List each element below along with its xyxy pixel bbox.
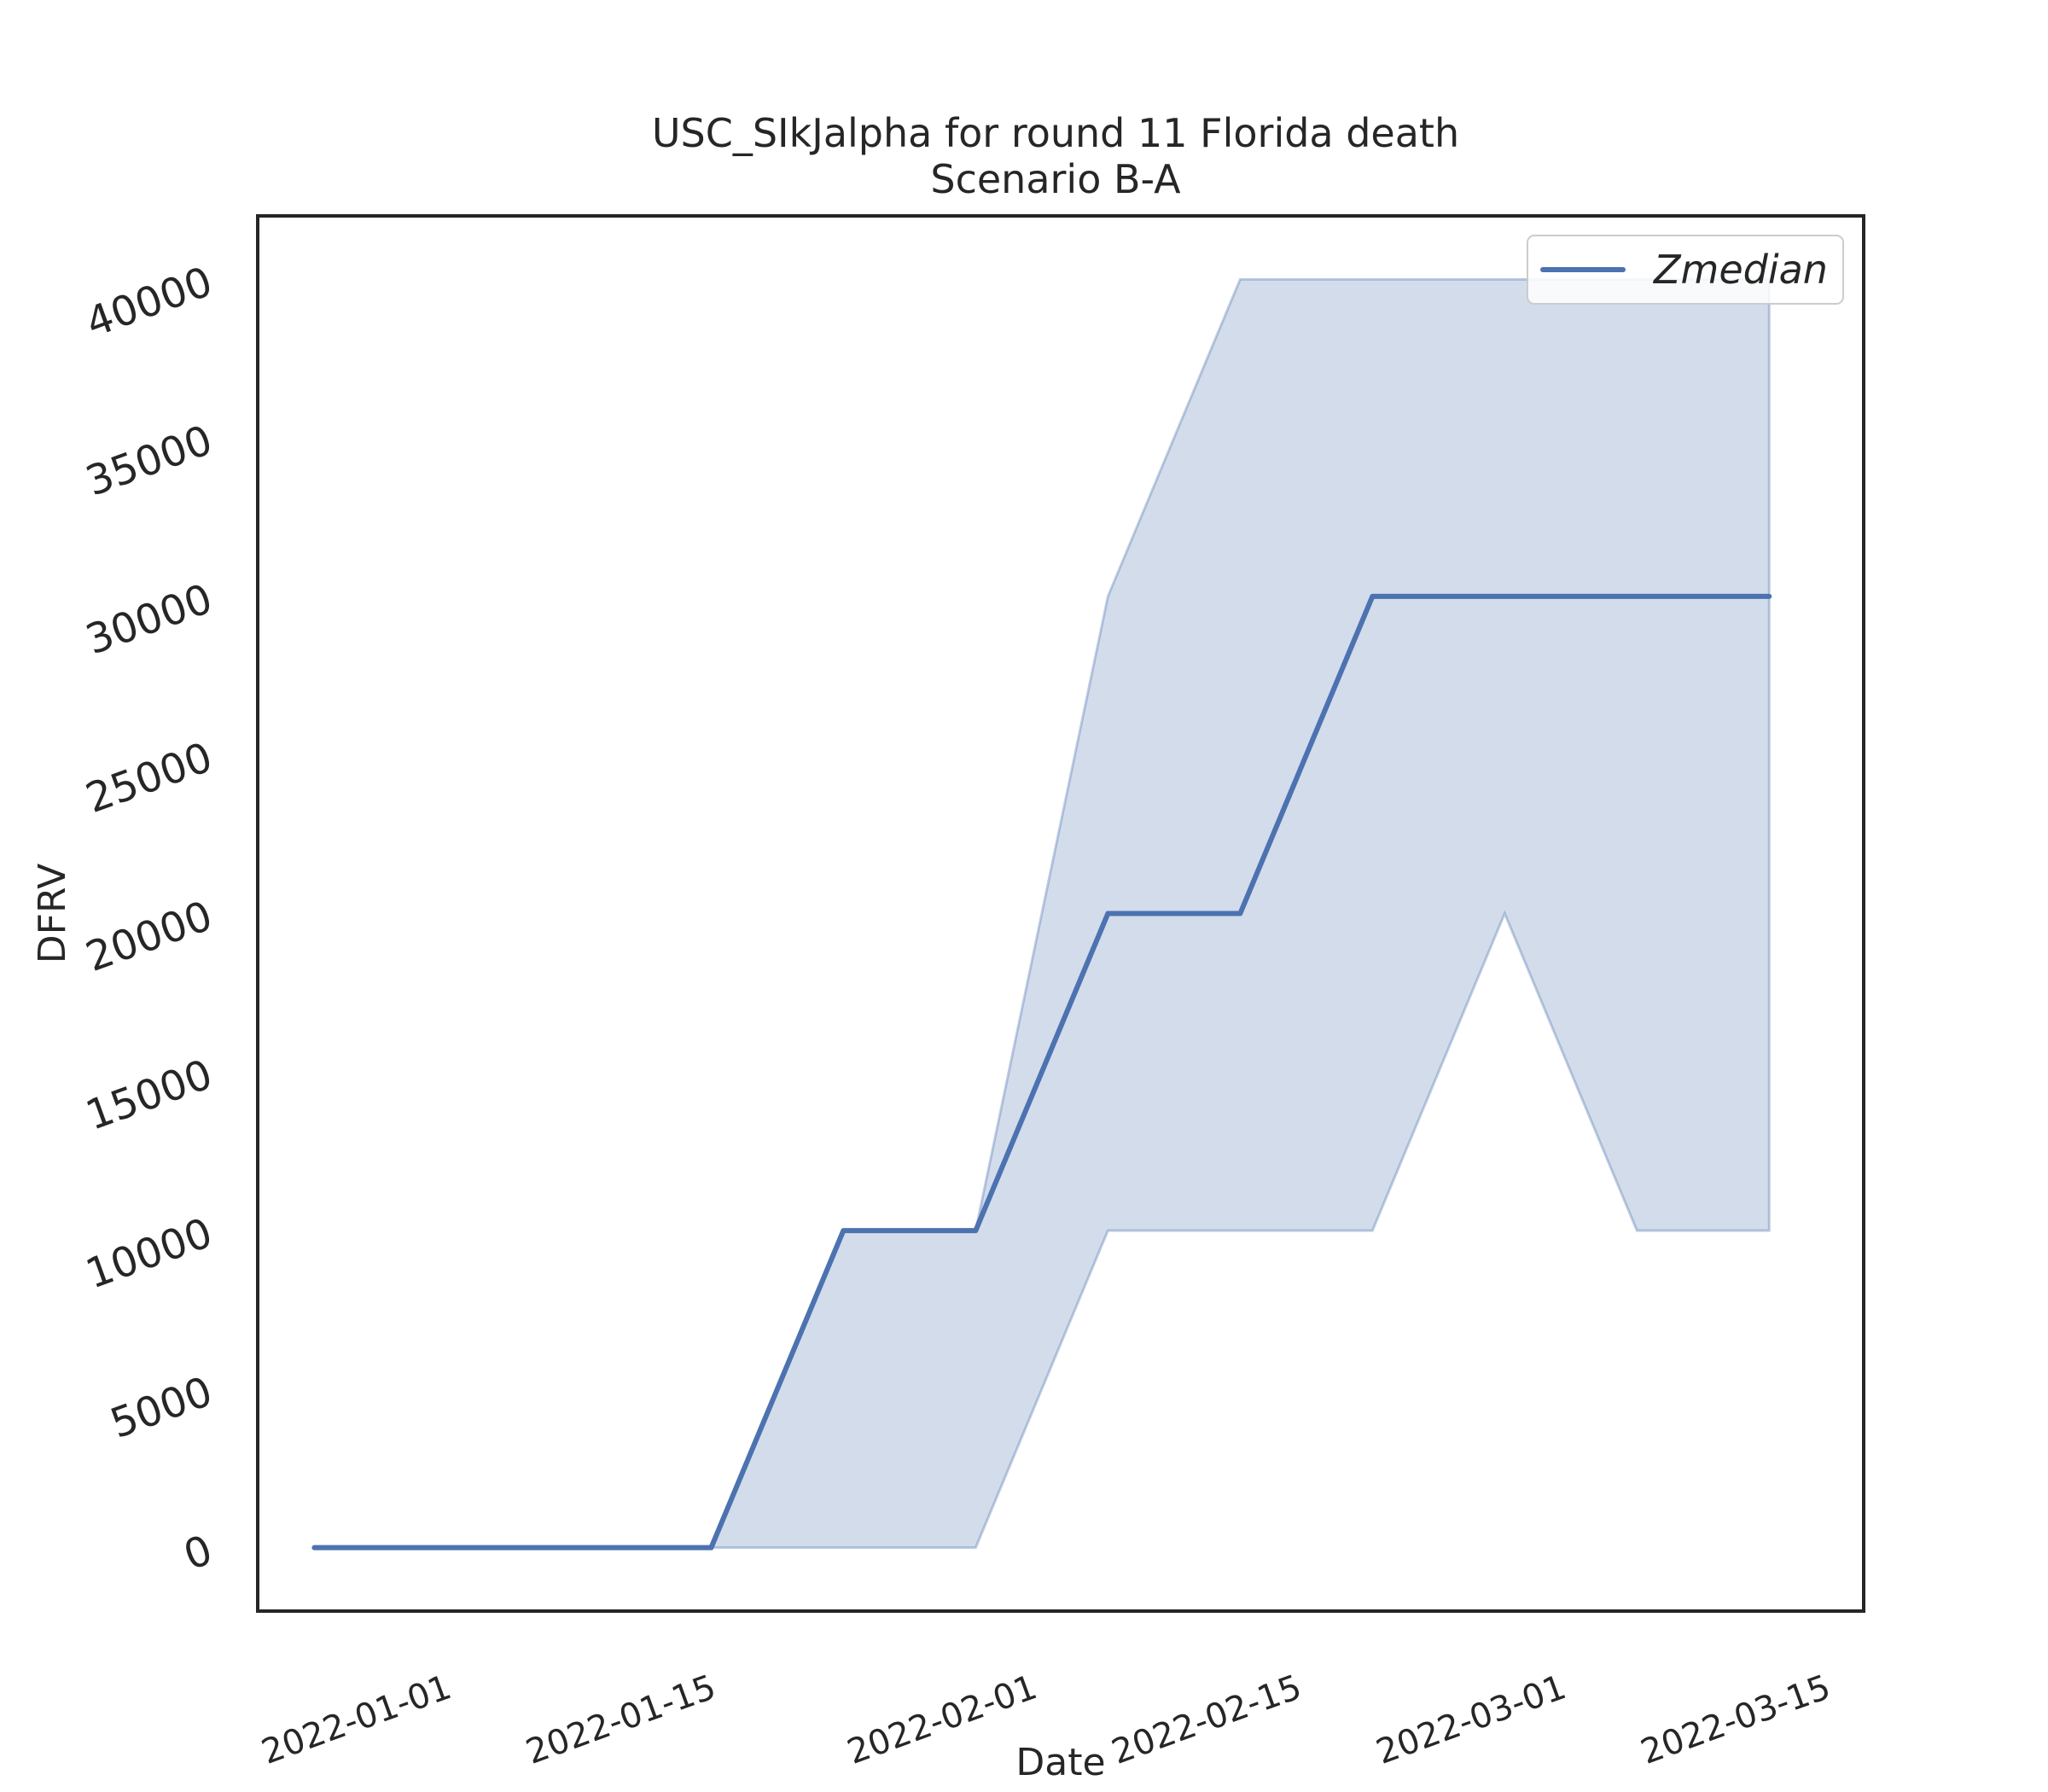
y-axis-label: DFRV [31, 864, 74, 963]
x-tick-label: 2022-03-01 [1371, 1667, 1571, 1772]
band-area [314, 277, 1771, 1550]
x-tick-label: 2022-01-01 [257, 1667, 457, 1772]
legend-box [1527, 235, 1844, 305]
x-axis-label: Date [1015, 1741, 1105, 1784]
chart-subtitle: Scenario B-A [930, 156, 1181, 202]
x-tick-label: 2022-02-01 [842, 1667, 1042, 1772]
y-tick-label: 35000 [79, 416, 218, 506]
axes-frame [256, 214, 1865, 1613]
series-line-zmedian [311, 593, 1772, 1551]
y-tick-label: 20000 [79, 892, 218, 981]
y-tick-label: 25000 [79, 733, 218, 823]
y-tick-labels: 0 5000 10000 15000 20000 25000 30000 35000 40000 [79, 258, 218, 1580]
y-tick-label: 10000 [79, 1209, 218, 1299]
y-tick-label: 15000 [79, 1050, 218, 1140]
uncertainty-band [314, 277, 1771, 1550]
y-tick-label: 5000 [104, 1368, 218, 1448]
legend: Zmedian [1527, 235, 1844, 305]
chart-title: USC_SIkJalpha for round 11 Florida death [652, 110, 1459, 156]
legend-label-zmedian: Zmedian [1652, 247, 1828, 293]
x-tick-label: 2022-01-15 [521, 1667, 721, 1772]
y-tick-label: 30000 [79, 575, 218, 665]
x-tick-label: 2022-03-15 [1636, 1667, 1836, 1772]
y-tick-label: 0 [177, 1526, 218, 1580]
x-tick-label: 2022-02-15 [1107, 1667, 1306, 1772]
y-tick-label: 40000 [79, 258, 218, 347]
series-lines [311, 593, 1772, 1551]
